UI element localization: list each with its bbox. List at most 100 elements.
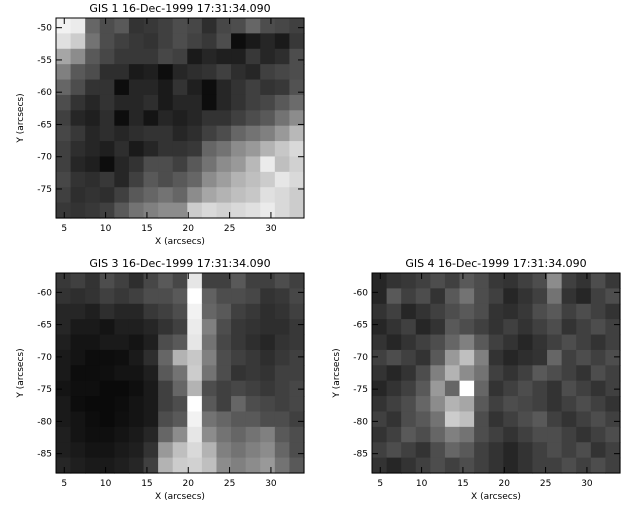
gis4-pixel <box>547 411 563 428</box>
gis3-x-axis-label: X (arcsecs) <box>155 492 205 502</box>
gis4-pixel <box>590 303 607 320</box>
gis1-pixel <box>172 18 188 34</box>
gis4-pixel <box>517 303 534 320</box>
gis4-pixel <box>459 273 475 289</box>
gis1-pixel <box>231 171 247 188</box>
gis4-pixel <box>532 442 548 459</box>
gis4-pixel <box>503 288 519 305</box>
gis1-y-tick-label: -65 <box>37 120 52 130</box>
gis4-pixel <box>415 288 431 305</box>
gis3-pixel <box>70 426 86 443</box>
gis4-pixel <box>415 426 431 443</box>
gis1-pixel <box>128 110 145 127</box>
gis3-pixel <box>99 457 115 474</box>
gis1-pixel <box>85 141 101 158</box>
gis1-pixel <box>260 187 276 204</box>
gis4-pixel <box>547 349 563 366</box>
gis4-pixel <box>401 426 417 443</box>
gis3-x-ticks: 5 10 15 20 25 30 <box>61 273 277 489</box>
gis3-pixel <box>274 319 291 336</box>
gis1-pixel <box>56 48 72 65</box>
gis3-pixel <box>201 273 218 289</box>
gis3-pixel <box>201 303 218 320</box>
gis3-pixel <box>56 442 72 459</box>
gis1-pixel <box>245 202 261 219</box>
gis3-pixel <box>85 303 101 320</box>
gis3-pixel <box>99 396 115 413</box>
gis3-pixel <box>143 273 159 289</box>
gis3-pixel <box>172 396 188 413</box>
gis3-pixel <box>245 334 261 351</box>
gis3-pixel <box>172 303 188 320</box>
gis3-pixel <box>143 380 159 397</box>
gis1-pixel <box>143 79 159 96</box>
gis4-pixel <box>386 288 402 305</box>
gis1-pixel <box>70 202 86 219</box>
gis4-pixel <box>590 365 607 382</box>
gis3-pixel <box>260 288 276 305</box>
gis3-pixel <box>99 303 115 320</box>
gis3-pixel <box>245 273 261 289</box>
gis1-pixel <box>187 18 203 34</box>
gis3-pixel <box>274 380 291 397</box>
gis4-pixel <box>415 411 431 428</box>
gis4-pixel <box>517 380 534 397</box>
gis4-pixel <box>547 457 563 474</box>
gis1-pixel <box>70 64 86 81</box>
gis1-pixel <box>70 125 86 142</box>
gis4-pixel <box>532 288 548 305</box>
gis3-pixel <box>128 426 145 443</box>
gis1-pixel <box>56 125 72 142</box>
gis3-panel: GIS 3 16-Dec-1999 17:31:34.090 5 10 15 20 25… <box>16 257 305 502</box>
gis1-pixel <box>260 125 276 142</box>
gis4-pixel <box>372 411 388 428</box>
gis3-y-ticks: -60 -65 -70 -75 -80 -85 <box>37 288 304 460</box>
gis1-pixel <box>128 33 145 50</box>
gis4-pixel <box>401 442 417 459</box>
gis4-pixel <box>561 319 577 336</box>
gis3-pixel <box>216 365 232 382</box>
gis1-pixel <box>99 48 115 65</box>
gis4-x-tick-label: 20 <box>499 479 511 489</box>
gis3-pixel <box>128 396 145 413</box>
gis3-pixel <box>216 319 232 336</box>
gis3-pixel <box>114 273 130 289</box>
gis3-pixel <box>56 288 72 305</box>
gis3-pixel <box>85 396 101 413</box>
gis3-pixel <box>128 442 145 459</box>
gis4-pixel <box>532 380 548 397</box>
gis3-pixel <box>70 411 86 428</box>
gis4-pixel <box>444 426 461 443</box>
gis1-panel: GIS 1 16-Dec-1999 17:31:34.090 5 10 15 20 25… <box>16 2 305 247</box>
gis3-pixel <box>201 349 218 366</box>
gis1-pixel <box>70 79 86 96</box>
gis4-pixel <box>503 349 519 366</box>
gis3-pixel <box>172 365 188 382</box>
gis4-pixel <box>401 411 417 428</box>
gis1-pixel <box>56 187 72 204</box>
gis1-plot-frame <box>55 17 305 219</box>
gis1-x-tick-label: 25 <box>224 224 235 234</box>
gis4-pixel <box>488 365 504 382</box>
gis4-pixel <box>415 303 431 320</box>
gis4-pixel <box>605 426 621 443</box>
gis3-pixel <box>231 396 247 413</box>
gis4-pixel <box>590 442 607 459</box>
gis1-pixel <box>216 79 232 96</box>
gis4-pixel <box>372 349 388 366</box>
gis1-pixel <box>114 202 130 219</box>
gis4-pixel <box>561 442 577 459</box>
gis3-pixel <box>260 380 276 397</box>
gis1-pixel <box>99 79 115 96</box>
gis1-pixel <box>158 18 174 34</box>
gis1-pixel <box>187 110 203 127</box>
gis1-x-tick-label: 10 <box>100 224 112 234</box>
gis3-pixel <box>289 411 305 428</box>
gis4-pixel <box>474 426 490 443</box>
gis4-pixel <box>415 349 431 366</box>
gis4-pixel <box>547 365 563 382</box>
gis1-pixel <box>143 171 159 188</box>
gis4-pixel <box>401 457 417 474</box>
gis1-pixel <box>128 48 145 65</box>
gis4-pixel <box>561 303 577 320</box>
